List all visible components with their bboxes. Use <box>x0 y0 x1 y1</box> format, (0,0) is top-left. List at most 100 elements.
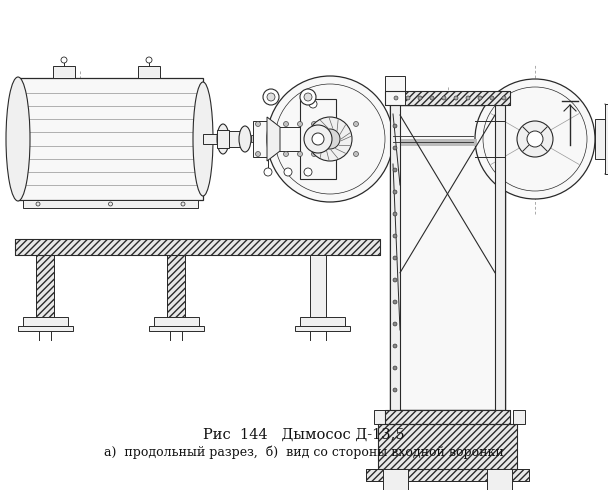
Circle shape <box>263 89 279 105</box>
Bar <box>203 134 221 144</box>
Bar <box>605 104 608 174</box>
Circle shape <box>297 122 303 126</box>
Bar <box>487 469 512 490</box>
Text: а)  продольный разрез,  б)  вид со стороны входной воронки: а) продольный разрез, б) вид со стороны … <box>104 445 504 459</box>
Bar <box>138 66 160 78</box>
Bar <box>36 255 54 317</box>
Bar <box>513 410 525 424</box>
Circle shape <box>393 234 397 238</box>
Bar <box>229 131 245 147</box>
Circle shape <box>284 168 292 176</box>
Bar <box>390 105 400 410</box>
Circle shape <box>304 125 332 153</box>
Circle shape <box>304 93 312 101</box>
Bar <box>383 469 408 490</box>
Circle shape <box>393 256 397 260</box>
Bar <box>495 105 505 410</box>
Bar <box>23 317 68 326</box>
Circle shape <box>269 122 274 126</box>
Polygon shape <box>267 117 280 161</box>
Bar <box>390 105 505 410</box>
Circle shape <box>393 366 397 370</box>
Circle shape <box>527 131 543 147</box>
Circle shape <box>393 190 397 194</box>
Bar <box>385 76 405 105</box>
Bar <box>167 255 185 317</box>
Bar <box>15 239 380 255</box>
Text: Рис  144   Дымосос Д-13,5: Рис 144 Дымосос Д-13,5 <box>203 428 405 442</box>
Bar <box>253 121 366 157</box>
Bar <box>385 91 510 105</box>
Ellipse shape <box>6 77 30 201</box>
Bar <box>385 91 510 105</box>
Circle shape <box>311 151 317 156</box>
Circle shape <box>181 202 185 206</box>
Circle shape <box>264 168 272 176</box>
Ellipse shape <box>193 82 213 196</box>
Circle shape <box>393 278 397 282</box>
Circle shape <box>108 202 112 206</box>
Circle shape <box>475 79 595 199</box>
Circle shape <box>393 344 397 348</box>
Circle shape <box>267 93 275 101</box>
Circle shape <box>320 129 340 149</box>
Circle shape <box>146 57 152 63</box>
Circle shape <box>36 202 40 206</box>
Bar <box>385 410 510 424</box>
Circle shape <box>339 151 345 156</box>
Bar <box>385 410 510 424</box>
Circle shape <box>267 76 393 202</box>
Circle shape <box>478 96 482 100</box>
Circle shape <box>430 96 434 100</box>
Circle shape <box>353 122 359 126</box>
Bar <box>295 326 350 331</box>
Bar <box>18 78 203 200</box>
Circle shape <box>312 133 324 145</box>
Circle shape <box>304 168 312 176</box>
Bar <box>595 119 605 159</box>
Bar <box>217 130 229 148</box>
Bar <box>267 127 336 151</box>
Circle shape <box>393 322 397 326</box>
Bar <box>36 255 54 317</box>
Circle shape <box>394 96 398 100</box>
Circle shape <box>466 96 470 100</box>
Circle shape <box>255 151 260 156</box>
Circle shape <box>311 122 317 126</box>
Circle shape <box>418 96 422 100</box>
Bar <box>366 469 529 481</box>
Circle shape <box>393 168 397 172</box>
Bar <box>18 326 73 331</box>
Circle shape <box>339 122 345 126</box>
Bar <box>300 99 336 179</box>
Circle shape <box>300 89 316 105</box>
Bar <box>378 424 517 469</box>
Circle shape <box>309 100 317 108</box>
Bar <box>374 410 386 424</box>
Bar <box>251 136 303 143</box>
Circle shape <box>325 122 331 126</box>
Bar <box>149 326 204 331</box>
Circle shape <box>393 212 397 216</box>
Bar <box>378 424 517 469</box>
Bar <box>366 469 529 481</box>
Circle shape <box>61 57 67 63</box>
Circle shape <box>517 121 553 157</box>
Ellipse shape <box>217 124 229 154</box>
Circle shape <box>308 117 352 161</box>
Circle shape <box>297 151 303 156</box>
Circle shape <box>393 388 397 392</box>
Bar <box>53 66 75 78</box>
Circle shape <box>502 96 506 100</box>
Circle shape <box>255 122 260 126</box>
Circle shape <box>393 124 397 128</box>
Circle shape <box>283 122 289 126</box>
Bar <box>23 200 198 208</box>
Circle shape <box>353 151 359 156</box>
Bar <box>310 255 326 317</box>
Circle shape <box>406 96 410 100</box>
Circle shape <box>454 96 458 100</box>
Ellipse shape <box>239 126 251 152</box>
Circle shape <box>490 96 494 100</box>
Bar <box>15 239 380 255</box>
